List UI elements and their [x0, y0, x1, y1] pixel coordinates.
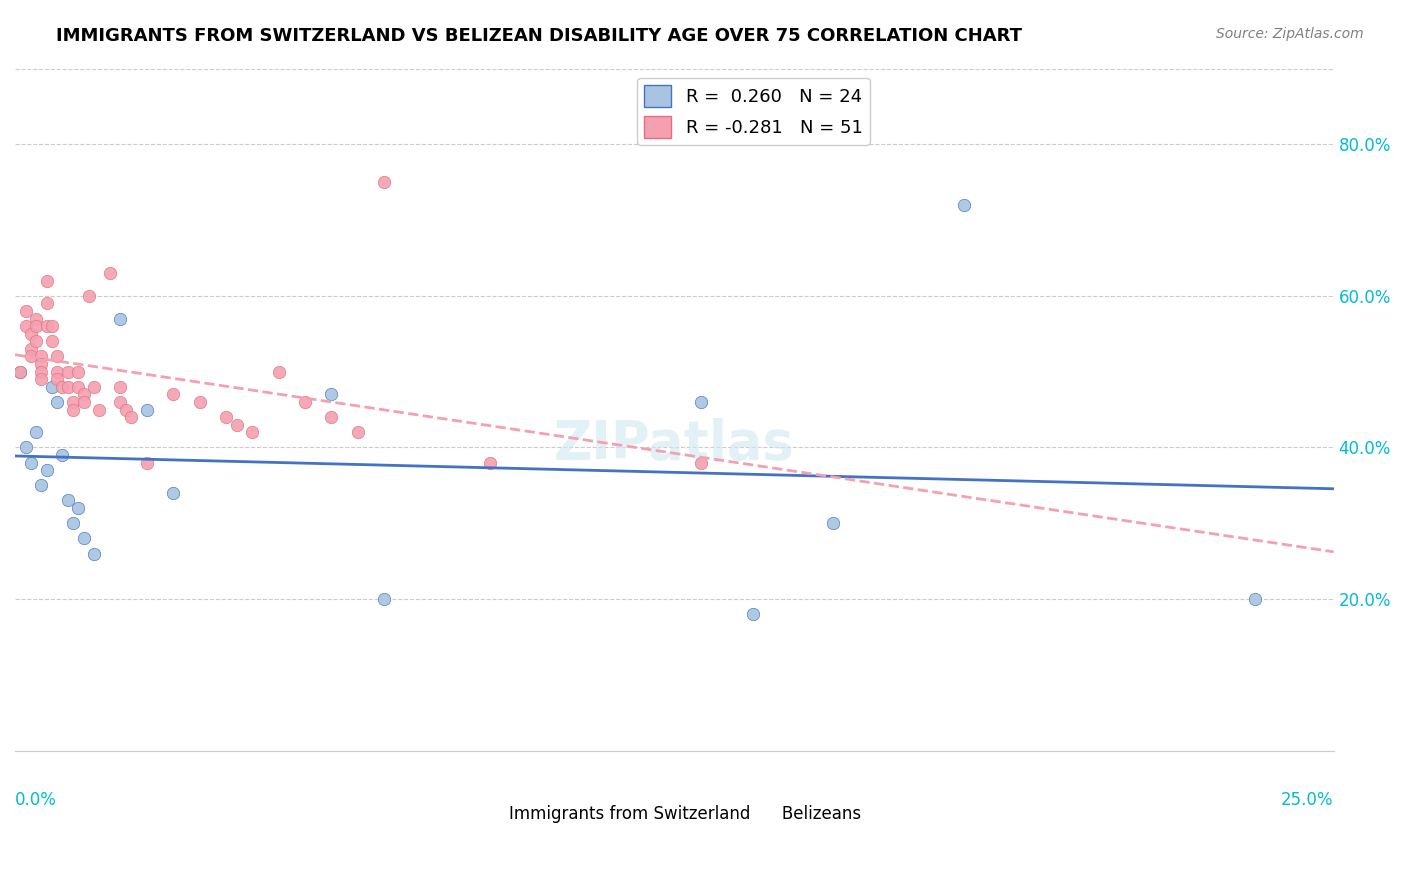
Point	[240, 425, 263, 440]
Text: ZIPatlas: ZIPatlas	[554, 417, 794, 469]
Point	[72, 532, 94, 546]
Point	[689, 395, 711, 409]
Point	[215, 410, 238, 425]
Point	[742, 607, 765, 621]
Point	[46, 395, 69, 409]
Point	[321, 410, 343, 425]
Point	[56, 493, 79, 508]
Point	[14, 319, 37, 334]
Point	[30, 478, 52, 492]
Point	[62, 395, 84, 409]
Point	[120, 410, 142, 425]
Point	[188, 395, 211, 409]
Point	[35, 274, 58, 288]
Point	[953, 198, 976, 212]
Point	[30, 372, 52, 386]
Point	[162, 486, 184, 500]
Point	[41, 334, 63, 349]
Point	[821, 516, 844, 531]
Text: 0.0%: 0.0%	[15, 791, 56, 809]
Point	[20, 326, 42, 341]
Point	[25, 311, 48, 326]
Point	[51, 448, 73, 462]
Point	[20, 350, 42, 364]
Point	[89, 402, 111, 417]
Point	[67, 380, 90, 394]
Point	[14, 304, 37, 318]
Point	[46, 350, 69, 364]
Point	[162, 387, 184, 401]
Point	[25, 334, 48, 349]
Point	[373, 591, 395, 606]
Point	[347, 425, 370, 440]
Point	[8, 365, 31, 379]
Point	[30, 357, 52, 371]
Point	[72, 395, 94, 409]
Point	[225, 417, 247, 432]
Point	[1243, 591, 1265, 606]
Point	[25, 319, 48, 334]
Point	[83, 380, 105, 394]
Point	[30, 365, 52, 379]
Point	[689, 456, 711, 470]
Point	[294, 395, 316, 409]
Point	[51, 380, 73, 394]
Point	[114, 402, 136, 417]
Point	[35, 319, 58, 334]
Point	[35, 463, 58, 477]
Point	[135, 402, 157, 417]
Point	[46, 365, 69, 379]
Point	[46, 372, 69, 386]
Point	[14, 441, 37, 455]
Point	[56, 380, 79, 394]
Point	[56, 365, 79, 379]
Text: Source: ZipAtlas.com: Source: ZipAtlas.com	[1216, 27, 1364, 41]
Point	[110, 311, 132, 326]
Point	[62, 402, 84, 417]
Point	[321, 387, 343, 401]
Point	[98, 266, 121, 280]
Point	[478, 456, 501, 470]
Point	[41, 319, 63, 334]
Point	[135, 456, 157, 470]
Legend: R =  0.260   N = 24, R = -0.281   N = 51: R = 0.260 N = 24, R = -0.281 N = 51	[637, 78, 870, 145]
Point	[110, 395, 132, 409]
Point	[25, 425, 48, 440]
Point	[67, 501, 90, 516]
Point	[373, 175, 395, 189]
Point	[8, 365, 31, 379]
Text: 25.0%: 25.0%	[1281, 791, 1334, 809]
Point	[30, 350, 52, 364]
Point	[110, 380, 132, 394]
Point	[20, 342, 42, 356]
Text: Immigrants from Switzerland      Belizeans: Immigrants from Switzerland Belizeans	[488, 805, 860, 823]
Point	[67, 365, 90, 379]
Point	[20, 456, 42, 470]
Point	[41, 380, 63, 394]
Point	[35, 296, 58, 310]
Text: IMMIGRANTS FROM SWITZERLAND VS BELIZEAN DISABILITY AGE OVER 75 CORRELATION CHART: IMMIGRANTS FROM SWITZERLAND VS BELIZEAN …	[56, 27, 1022, 45]
Point	[83, 547, 105, 561]
Point	[267, 365, 290, 379]
Point	[72, 387, 94, 401]
Point	[62, 516, 84, 531]
Point	[77, 289, 100, 303]
